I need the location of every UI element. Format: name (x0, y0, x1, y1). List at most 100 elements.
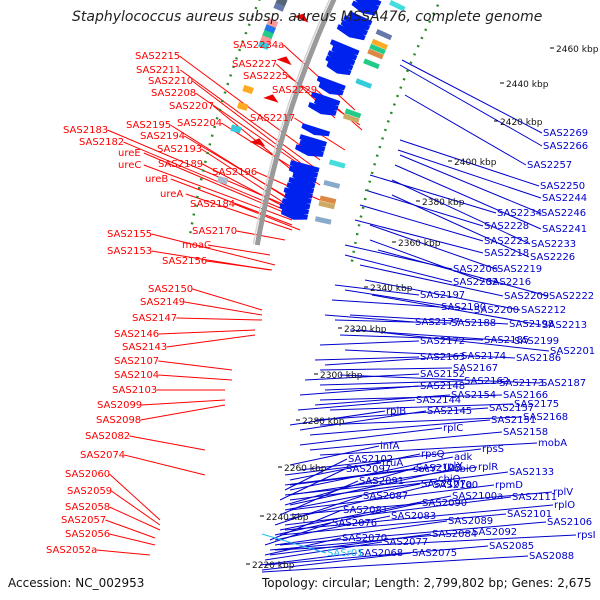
left-gene-label: SAS2146 (114, 329, 159, 340)
right-gene-label: SAS2222 (549, 291, 594, 302)
reverse-gene-mark (343, 14, 371, 31)
left-leader-line (170, 178, 293, 226)
left-gene-label: SAS2182 (79, 137, 124, 148)
right-leader-line (264, 522, 332, 546)
right-gene-label: rplX (443, 461, 463, 472)
right-gene-label: SAS2151 (491, 415, 536, 426)
right-leader-line (314, 356, 420, 361)
left-gene-label: SAS2149 (140, 297, 185, 308)
left-gene-label: SAS2074 (80, 450, 125, 461)
left-leader-line (158, 374, 233, 381)
right-leader-line (369, 224, 497, 270)
right-gene-label: SAS2084 (432, 529, 477, 540)
right-gene-label: SAS2102 (348, 454, 393, 465)
feature-box (369, 43, 386, 55)
accession-text: Accession: NC_002953 (8, 576, 144, 590)
left-leader-line (129, 435, 206, 451)
right-leader-line (344, 349, 516, 359)
left-leader-line (234, 203, 301, 231)
reverse-gene-mark (316, 75, 346, 91)
right-gene-label: SAS2157 (489, 403, 534, 414)
left-gene-label: SAS2107 (114, 356, 159, 367)
left-gene-label: SAS2194 (140, 131, 185, 142)
right-leader-line (319, 416, 523, 426)
right-gene-label: SAS2257 (527, 160, 572, 171)
scale-tick-label: 2400 kbp (454, 158, 497, 168)
right-gene-label: SAS2213 (542, 320, 587, 331)
left-leader-line (192, 80, 311, 171)
right-gene-label: SAS2100a (452, 491, 503, 502)
left-gene-label: SAS2184 (190, 199, 235, 210)
right-leader-line (274, 520, 448, 546)
right-leader-line (299, 385, 420, 396)
left-leader-line (124, 454, 206, 476)
right-gene-label: SAS2107a (421, 479, 472, 490)
outer-feature-box (230, 124, 242, 134)
feature-box (318, 200, 336, 210)
right-leader-line (304, 373, 420, 381)
left-gene-label: SAS2147 (132, 313, 177, 324)
scale-ticks: 2460 kbp 2440 kbp 2420 kbp 2400 kbp 2380 kbp… (246, 45, 599, 571)
reverse-gene-mark (286, 182, 315, 194)
left-leader-line (207, 244, 271, 256)
left-leader-line (184, 135, 293, 201)
right-gene-label: adk (454, 452, 472, 463)
left-gene-label: ureA (160, 189, 183, 200)
right-gene-label: SAS2226 (530, 252, 575, 263)
right-gene-label: rpmD (495, 480, 523, 491)
scale-tick-label: 2280 kbp (302, 417, 345, 427)
right-leader-line (274, 502, 422, 536)
reverse-gene-mark (281, 209, 309, 220)
reverse-gene-mark (361, 0, 382, 6)
right-leader-line (284, 468, 413, 486)
right-gene-label: secY (413, 464, 437, 475)
right-gene-label: SAS2199 (514, 336, 559, 347)
right-gene-label: SAS2228 (484, 221, 529, 232)
scale-tick-label: 2220 kbp (252, 561, 295, 571)
left-gene-label: SAS2170 (192, 226, 237, 237)
right-gene-label: SAS2202 (453, 277, 498, 288)
right-gene-label: SAS2088 (529, 551, 574, 562)
reverse-gene-mark (289, 160, 320, 173)
left-leader-line (185, 193, 293, 231)
feature-box (367, 48, 384, 60)
right-gene-label: SAS2177 (415, 317, 460, 328)
left-gene-label: SAS2193 (157, 144, 202, 155)
right-leader-line (269, 531, 472, 551)
reverse-gene-mark (351, 0, 377, 16)
right-gene-label: SAS2089 (448, 516, 493, 527)
scale-tick-label: 2300 kbp (320, 371, 363, 381)
right-leader-line (274, 495, 363, 526)
right-leader-line (331, 299, 441, 308)
feature-box (344, 108, 362, 119)
reverse-gene-mark (299, 134, 327, 147)
right-gene-label: rpsS (482, 444, 504, 455)
right-leader-line (344, 289, 474, 311)
right-gene-label: SAS2133 (509, 467, 554, 478)
right-leader-line (274, 515, 391, 541)
right-gene-label: SAS2172 (420, 336, 465, 347)
outer-feature-box (262, 29, 274, 39)
scale-tick-label: 2260 kbp (284, 464, 327, 474)
right-gene-label: rplR (478, 462, 498, 473)
right-gene-label: SAS2081 (343, 505, 388, 516)
reverse-gene-mark (326, 61, 352, 76)
right-gene-label: SAS2085 (489, 541, 534, 552)
gene-labels: SAS2234aSAS2227SAS2215SAS2225SAS2211SAS2… (46, 40, 596, 562)
rna-leader-line (261, 533, 327, 554)
right-leader-line (284, 458, 348, 491)
right-gene-label: truA (382, 458, 403, 469)
left-gene-label: SAS2208 (151, 88, 196, 99)
right-leader-line (349, 314, 509, 325)
right-leader-line (339, 334, 484, 341)
left-leader-line (184, 301, 263, 316)
left-leader-line (158, 329, 256, 335)
right-gene-label: SAS2244 (542, 193, 587, 204)
right-gene-label: SAS2152 (420, 369, 465, 380)
reverse-gene-mark (348, 10, 373, 26)
left-leader-line (96, 549, 151, 556)
right-leader-line (259, 552, 358, 566)
right-gene-label: SAS2090 (422, 498, 467, 509)
right-leader-line (279, 521, 547, 546)
right-leader-line (284, 467, 416, 506)
